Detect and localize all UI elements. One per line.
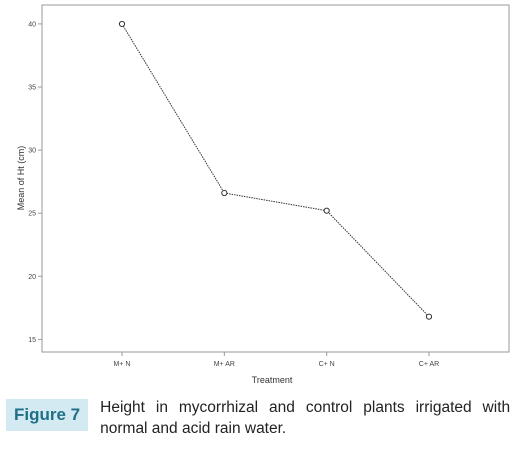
line-chart: 40 35 30 25 20 15 M+ N M+ AR C+ N C+ AR Treatmen… bbox=[16, 4, 510, 385]
data-point bbox=[118, 20, 126, 28]
y-tick-label: 40 bbox=[28, 21, 36, 28]
y-tick-label: 25 bbox=[28, 211, 36, 218]
x-tick-label: M+ N bbox=[114, 361, 131, 368]
series-layer bbox=[118, 20, 433, 320]
x-tick-label: M+ AR bbox=[214, 361, 235, 368]
y-axis-ticks: 40 35 30 25 20 15 bbox=[28, 21, 42, 344]
plot-frame bbox=[41, 4, 510, 353]
figure-label: Figure 7 bbox=[6, 399, 89, 431]
data-point bbox=[323, 207, 330, 214]
y-tick-label: 20 bbox=[28, 274, 36, 281]
y-tick-label: 15 bbox=[28, 337, 36, 344]
y-tick-label: 30 bbox=[28, 148, 36, 155]
series-line bbox=[121, 23, 430, 318]
caption-text: Height in mycorrhizal and control plants… bbox=[100, 399, 511, 437]
y-axis-title: Mean of Ht (cm) bbox=[16, 146, 26, 211]
x-tick-label: C+ AR bbox=[419, 361, 439, 368]
figure-caption: Figure 7 Height in mycorrhizal and contr… bbox=[6, 397, 516, 439]
x-axis-ticks: M+ N M+ AR C+ N C+ AR bbox=[114, 352, 439, 368]
x-tick-label: C+ N bbox=[319, 361, 335, 368]
data-point bbox=[221, 189, 228, 197]
data-point bbox=[425, 313, 433, 320]
x-axis-title: Treatment bbox=[252, 375, 293, 385]
y-tick-label: 35 bbox=[28, 85, 36, 92]
